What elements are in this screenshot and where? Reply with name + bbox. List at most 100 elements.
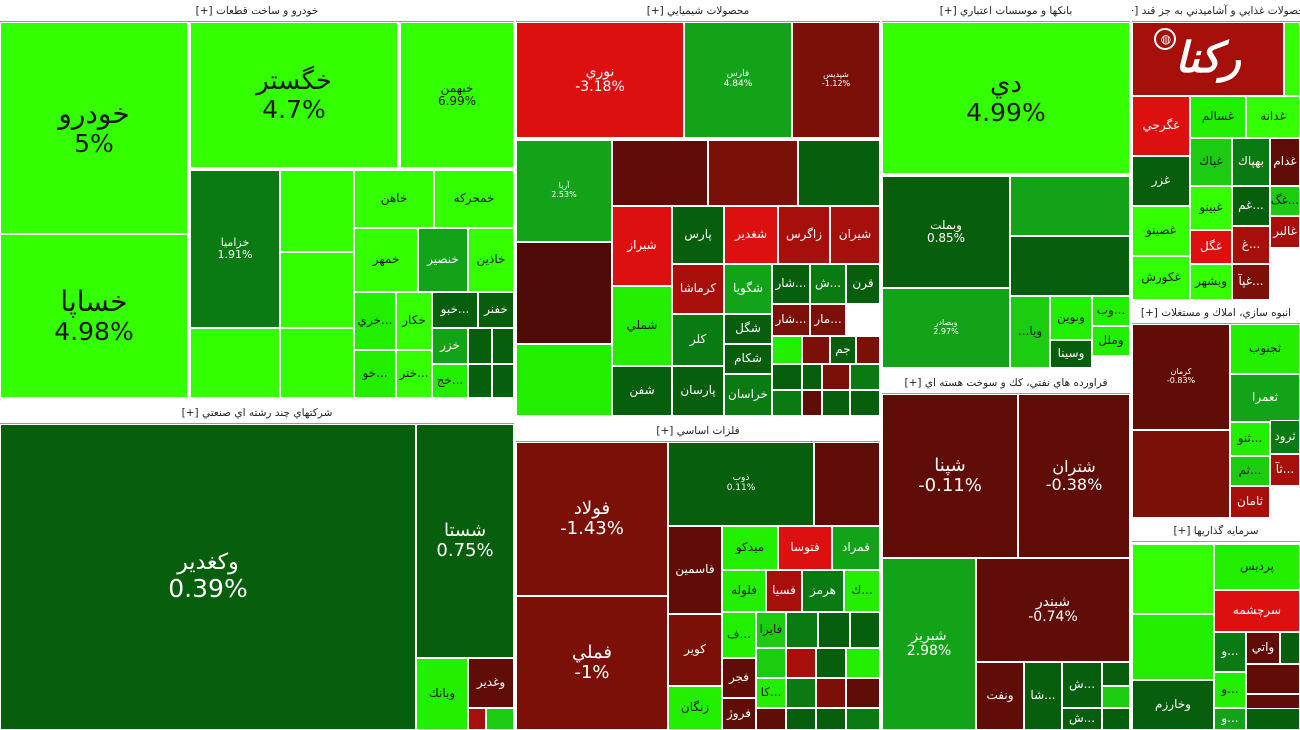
stock-tile[interactable]: فسيا [766,570,802,612]
stock-tile[interactable] [1010,236,1130,296]
stock-tile[interactable]: ك... [844,570,880,612]
stock-tile[interactable]: وكغدير 0.39% [0,424,416,730]
stock-tile[interactable] [818,612,850,648]
stock-tile[interactable]: و... [1214,672,1246,708]
stock-tile[interactable] [1102,686,1130,708]
stock-tile[interactable]: خگستر 4.7% [190,22,398,168]
stock-tile[interactable]: غپآ... [1232,264,1270,300]
stock-tile[interactable]: و... [1214,632,1246,672]
stock-tile[interactable]: قرن [846,264,880,304]
stock-tile[interactable] [708,140,798,206]
stock-tile[interactable]: و... [1214,708,1246,730]
stock-tile[interactable] [468,708,486,730]
stock-tile[interactable]: شيراز [612,206,672,286]
stock-tile[interactable]: ونوين [1050,296,1092,340]
stock-tile[interactable]: وبانك [416,658,468,730]
stock-tile[interactable]: هرمز [802,570,844,612]
stock-tile[interactable]: خزاميا 1.91% [190,170,280,328]
stock-tile[interactable]: خبو... [432,292,478,328]
stock-tile[interactable] [486,708,514,730]
stock-tile[interactable]: شگويا [724,264,772,314]
stock-tile[interactable] [846,678,880,708]
stock-tile[interactable] [816,708,846,730]
stock-tile[interactable] [492,364,514,398]
stock-tile[interactable]: جم [830,336,856,364]
stock-tile[interactable]: بهپاك [1232,138,1270,186]
stock-tile[interactable] [280,328,354,398]
stock-tile[interactable]: زنگان [668,686,722,730]
stock-tile[interactable]: خساپا 4.98% [0,234,188,398]
stock-tile[interactable]: شغدير [724,206,778,264]
stock-tile[interactable]: ثامان [1230,486,1270,518]
stock-tile[interactable]: شفن [612,366,672,416]
stock-tile[interactable]: غكورش [1132,256,1190,300]
stock-tile[interactable]: خكار [396,292,432,350]
stock-tile[interactable]: خري... [354,292,396,350]
stock-tile[interactable]: غگرجي [1132,96,1190,156]
stock-tile[interactable]: فايرا [756,612,786,648]
stock-tile[interactable]: ونفت [976,662,1024,730]
stock-tile[interactable]: خمحركه [434,170,514,228]
stock-tile[interactable]: آريا 2.53% [516,140,612,242]
sector-header[interactable]: فراورده هاي نفتي، كك و سوخت هسته اي [+] [882,372,1130,394]
stock-tile[interactable]: ثنو... [1230,422,1270,456]
stock-tile[interactable] [822,390,850,416]
stock-tile[interactable]: شا... [1024,662,1062,730]
stock-tile[interactable] [856,336,880,364]
stock-tile[interactable]: خاهن [354,170,434,228]
stock-tile[interactable]: فمراد [832,526,880,570]
stock-tile[interactable]: شملي [612,286,672,366]
stock-tile[interactable]: سرچشمه [1214,590,1300,632]
stock-tile[interactable]: فجر [722,658,756,698]
stock-tile[interactable] [1246,664,1300,694]
stock-tile[interactable]: ش... [1062,662,1102,708]
stock-tile[interactable] [516,344,612,416]
stock-tile[interactable] [756,648,786,678]
stock-tile[interactable]: ختر... [396,350,432,398]
stock-tile[interactable]: ش... [810,264,846,304]
stock-tile[interactable]: فروژ [722,698,756,730]
stock-tile[interactable] [1102,708,1130,730]
stock-tile[interactable]: ثعمرا [1230,374,1300,422]
stock-tile[interactable]: مار... [810,304,846,336]
stock-tile[interactable]: خج... [432,364,468,398]
stock-tile[interactable]: خنصير [418,228,468,292]
stock-tile[interactable] [1284,22,1300,96]
stock-tile[interactable]: ش... [1062,708,1102,730]
stock-tile[interactable] [468,364,492,398]
stock-tile[interactable]: غ... [1232,226,1270,264]
stock-tile[interactable]: ميدكو [722,526,778,570]
stock-tile[interactable]: وب... [1092,296,1130,326]
stock-tile[interactable] [822,364,850,390]
stock-tile[interactable] [850,364,880,390]
stock-tile[interactable]: ثآ... [1270,454,1300,486]
stock-tile[interactable] [814,442,880,526]
stock-tile[interactable]: ...ويا [1010,296,1050,368]
stock-tile[interactable]: واتي [1246,632,1280,664]
stock-tile[interactable]: شپديس -1.12% [792,22,880,138]
stock-tile[interactable]: شيران [830,206,880,264]
stock-tile[interactable]: كوير [668,614,722,686]
stock-tile[interactable]: نوري -3.18% [516,22,684,138]
stock-tile[interactable]: فولاد -1.43% [516,442,668,596]
stock-tile[interactable] [850,612,880,648]
sector-header[interactable]: بانكها و موسسات اعتباري [+] [882,0,1130,22]
stock-tile[interactable] [492,328,514,364]
sector-header[interactable]: شركتهاي چند رشته اي صنعتي [+] [0,402,514,424]
stock-tile[interactable]: غصينو [1132,206,1190,256]
stock-tile[interactable] [1132,22,1284,96]
stock-tile[interactable] [816,648,846,678]
sector-header[interactable]: فلزات اساسي [+] [516,420,880,442]
stock-tile[interactable] [786,648,816,678]
stock-tile[interactable]: وملل [1092,326,1130,356]
stock-tile[interactable]: خبهمن 6.99% [400,22,514,168]
stock-tile[interactable] [816,678,846,708]
stock-tile[interactable]: خفنر [478,292,514,328]
stock-tile[interactable]: غالبر [1270,216,1300,248]
stock-tile[interactable] [1010,176,1130,236]
stock-tile[interactable] [612,140,708,206]
stock-tile[interactable] [756,708,786,730]
sector-header[interactable]: محصولات غذايي و آشاميدني به جز قند [+] [1132,0,1300,22]
stock-tile[interactable]: وخارزم [1132,680,1214,730]
stock-tile[interactable] [1132,430,1230,518]
